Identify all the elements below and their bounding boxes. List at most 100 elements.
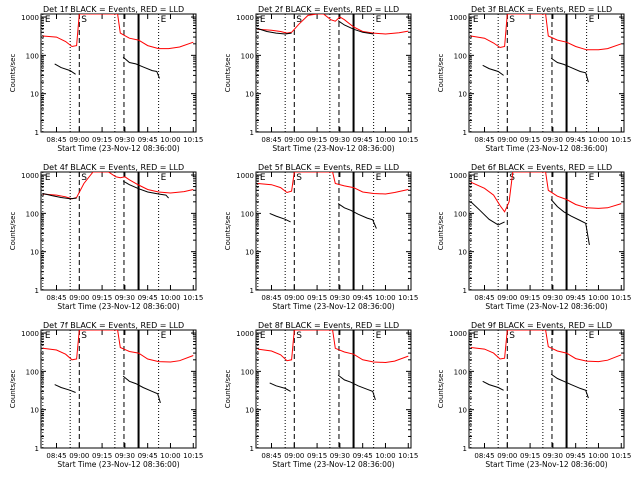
y-tick-label: 10 — [458, 407, 467, 415]
x-tick-label: 10:15 — [183, 294, 203, 302]
x-tick-label: 09:15 — [520, 452, 540, 460]
y-tick-label: 10 — [30, 249, 39, 257]
series-line-events — [269, 212, 291, 223]
y-tick-label: 1 — [35, 445, 39, 453]
plot-frame — [40, 329, 197, 449]
x-tick-label: 10:15 — [611, 294, 631, 302]
x-tick-label: 09:30 — [115, 136, 135, 144]
y-tick-label: 10 — [458, 91, 467, 99]
x-tick-label: 10:00 — [588, 136, 608, 144]
event-marker-label: E — [161, 15, 167, 25]
series-line-events — [482, 64, 504, 76]
series-line-events — [482, 380, 504, 391]
y-axis-label: Counts/sec — [224, 370, 232, 409]
x-tick-label: 09:15 — [92, 452, 112, 460]
event-marker-label: E — [45, 173, 51, 183]
x-tick-label: 10:15 — [183, 136, 203, 144]
event-marker-label: S — [509, 15, 515, 25]
chart-panel-2: Det 2f BLACK = Events, RED = LLD 1 10 100 10… — [224, 5, 418, 153]
y-axis-label: Counts/sec — [437, 54, 445, 93]
chart-panel-8: Det 8f BLACK = Events, RED = LLD 1 10 100 10… — [224, 321, 418, 469]
y-tick-label: 1 — [35, 287, 39, 295]
chart-panel-3: Det 3f BLACK = Events, RED = LLD 1 10 100 10… — [437, 5, 631, 153]
x-tick-label: 09:30 — [115, 452, 135, 460]
x-tick-label: 09:30 — [543, 136, 563, 144]
plot-frame — [468, 171, 625, 291]
series-line-events — [337, 20, 374, 35]
y-tick-label: 1 — [250, 287, 254, 295]
series-line-lld — [470, 14, 622, 51]
x-axis-label: Start Time (23-Nov-12 08:36:00) — [272, 460, 394, 469]
series-line-lld — [42, 330, 194, 363]
x-tick-label: 09:00 — [497, 294, 517, 302]
x-tick-label: 10:00 — [588, 452, 608, 460]
y-tick-label: 100 — [454, 368, 467, 376]
x-tick-label: 09:00 — [284, 294, 304, 302]
series-line-events — [54, 384, 76, 393]
y-tick-label: 1000 — [449, 172, 467, 180]
x-axis-label: Start Time (23-Nov-12 08:36:00) — [485, 144, 607, 153]
x-tick-label: 09:00 — [69, 452, 89, 460]
y-axis-label: Counts/sec — [437, 370, 445, 409]
y-tick-label: 10 — [458, 249, 467, 257]
x-tick-label: 09:15 — [307, 452, 327, 460]
x-tick-label: 09:00 — [497, 452, 517, 460]
x-tick-label: 09:00 — [69, 294, 89, 302]
x-tick-label: 08:45 — [261, 136, 281, 144]
series-line-events — [122, 180, 169, 199]
x-tick-label: 09:00 — [284, 136, 304, 144]
chart-title: Det 2f BLACK = Events, RED = LLD — [258, 5, 399, 14]
y-tick-label: 10 — [245, 407, 254, 415]
event-marker-label: E — [260, 15, 266, 25]
series-line-events — [42, 193, 77, 200]
x-tick-label: 09:30 — [543, 452, 563, 460]
x-axis-label: Start Time (23-Nov-12 08:36:00) — [485, 460, 607, 469]
x-tick-label: 10:00 — [588, 294, 608, 302]
y-tick-label: 1000 — [236, 330, 254, 338]
y-tick-label: 1000 — [21, 330, 39, 338]
x-tick-label: 10:00 — [375, 452, 395, 460]
y-tick-label: 100 — [241, 210, 254, 218]
y-tick-label: 10 — [30, 91, 39, 99]
chart-title: Det 3f BLACK = Events, RED = LLD — [471, 5, 612, 14]
event-marker-label: E — [589, 173, 595, 183]
event-marker-label: E — [260, 173, 266, 183]
x-tick-label: 08:45 — [474, 136, 494, 144]
x-tick-label: 09:45 — [138, 294, 158, 302]
x-tick-label: 09:15 — [307, 294, 327, 302]
series-line-events — [550, 57, 589, 83]
y-tick-label: 1000 — [449, 14, 467, 22]
event-marker-label: E — [473, 15, 479, 25]
x-tick-label: 09:30 — [330, 452, 350, 460]
plot-frame — [40, 13, 197, 133]
x-tick-label: 09:15 — [520, 136, 540, 144]
x-tick-label: 10:15 — [398, 294, 418, 302]
event-marker-label: S — [81, 331, 87, 341]
event-marker-label: S — [81, 15, 87, 25]
x-tick-label: 09:30 — [115, 294, 135, 302]
series-line-events — [269, 382, 291, 392]
series-line-lld — [257, 330, 409, 364]
y-tick-label: 10 — [30, 407, 39, 415]
x-tick-label: 09:30 — [330, 136, 350, 144]
event-marker-label: S — [81, 173, 87, 183]
chart-title: Det 9f BLACK = Events, RED = LLD — [471, 321, 612, 330]
series-line-events — [470, 201, 505, 226]
x-axis-label: Start Time (23-Nov-12 08:36:00) — [57, 460, 179, 469]
x-tick-label: 10:15 — [611, 452, 631, 460]
y-tick-label: 1 — [250, 129, 254, 137]
plot-frame — [255, 13, 412, 133]
plot-frame — [468, 329, 625, 449]
x-tick-label: 09:00 — [497, 136, 517, 144]
chart-title: Det 1f BLACK = Events, RED = LLD — [43, 5, 184, 14]
series-line-events — [337, 203, 377, 229]
series-line-lld — [470, 172, 622, 213]
series-line-events — [550, 373, 589, 399]
x-tick-label: 09:45 — [353, 136, 373, 144]
x-tick-label: 08:45 — [46, 136, 66, 144]
y-axis-label: Counts/sec — [224, 54, 232, 93]
y-tick-label: 1 — [463, 129, 467, 137]
x-tick-label: 09:45 — [566, 136, 586, 144]
plot-frame — [255, 329, 412, 449]
x-tick-label: 09:45 — [353, 294, 373, 302]
